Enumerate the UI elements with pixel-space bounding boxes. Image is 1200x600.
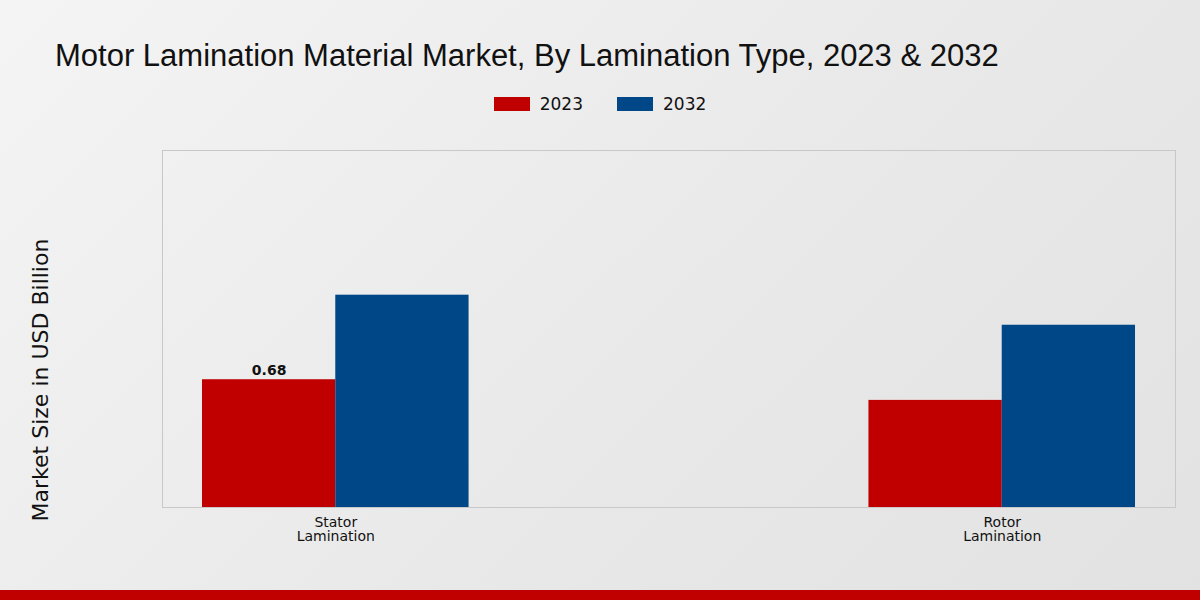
svg-text:0.68: 0.68: [252, 362, 287, 378]
html-text:Market Size in USD Billion: Market Size in USD Billion: [27, 238, 53, 522]
svg-text:RotorLamination: RotorLamination: [963, 514, 1041, 544]
html-text:2032: 2032: [663, 94, 707, 114]
svg-text:StatorLamination: StatorLamination: [297, 514, 375, 544]
html-text:Motor Lamination Material Mark: Motor Lamination Material Market, By Lam…: [55, 38, 999, 73]
html-text:2023: 2023: [539, 94, 583, 114]
